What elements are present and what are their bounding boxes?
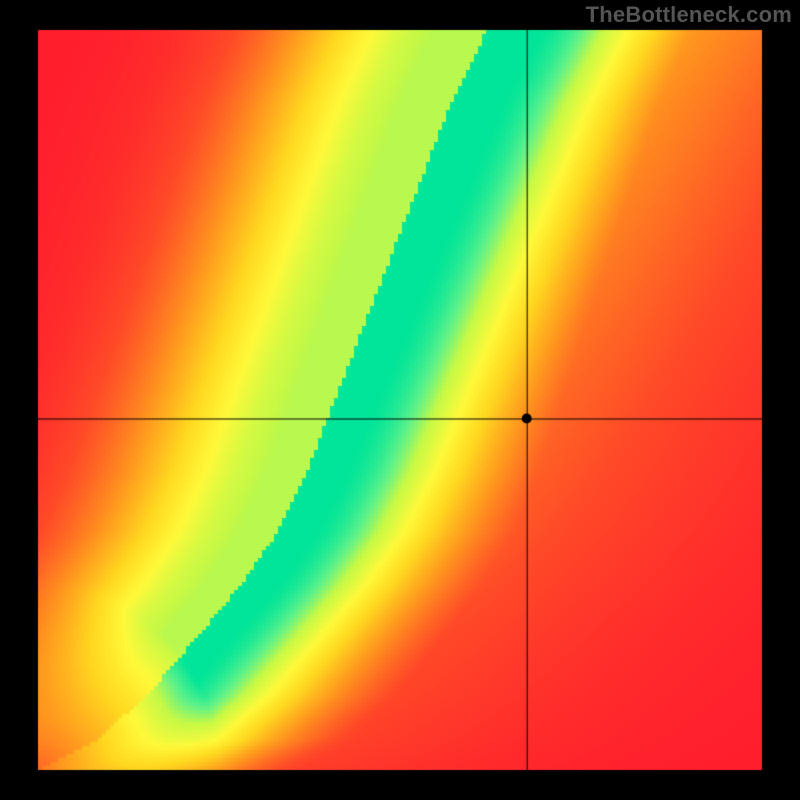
watermark-label: TheBottleneck.com bbox=[586, 2, 792, 28]
chart-container: TheBottleneck.com bbox=[0, 0, 800, 800]
heatmap-canvas bbox=[0, 0, 800, 800]
